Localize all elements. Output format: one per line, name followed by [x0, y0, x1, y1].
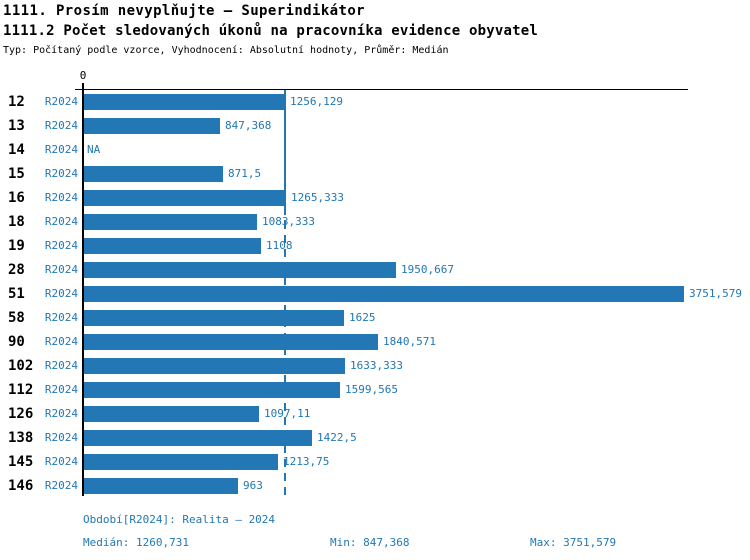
bar-value-label: 871,5	[228, 167, 262, 180]
chart-subtitle: 1111.2 Počet sledovaných úkonů na pracov…	[3, 23, 538, 39]
row-period-label: R2024	[44, 455, 78, 468]
row-category-label: 15	[8, 166, 25, 182]
bar	[84, 430, 312, 446]
bar-value-label: 1083,333	[262, 215, 315, 228]
row-category-label: 102	[8, 358, 34, 374]
median-line-dashed-segment	[284, 207, 286, 500]
bar-value-label: 1840,571	[383, 335, 436, 348]
row-category-label: 18	[8, 214, 25, 230]
bar	[84, 454, 278, 470]
bar	[84, 382, 340, 398]
bar-row: 51 R2024 3751,579	[0, 282, 750, 306]
bar-value-label: 963	[243, 479, 263, 492]
bar	[84, 310, 344, 326]
bar	[84, 118, 220, 134]
x-axis-line	[75, 89, 688, 90]
row-period-label: R2024	[44, 335, 78, 348]
x-axis-zero-tick	[82, 83, 84, 90]
bar	[84, 406, 259, 422]
row-period-label: R2024	[44, 95, 78, 108]
row-category-label: 14	[8, 142, 25, 158]
y-axis-zero-line	[82, 89, 84, 496]
bar-value-label: 1213,75	[283, 455, 330, 468]
bar-value-label: 847,368	[225, 119, 272, 132]
bar-value-label: NA	[87, 143, 101, 156]
row-period-label: R2024	[44, 359, 78, 372]
row-period-label: R2024	[44, 215, 78, 228]
bar-value-label: 1950,667	[401, 263, 454, 276]
chart-title: 1111. Prosím nevyplňujte – Superindikáto…	[3, 3, 365, 19]
bar-value-label: 1599,565	[345, 383, 398, 396]
bar-row: 138 R2024 1422,5	[0, 426, 750, 450]
row-period-label: R2024	[44, 287, 78, 300]
row-period-label: R2024	[44, 407, 78, 420]
row-category-label: 126	[8, 406, 34, 422]
bar-value-label: 1625	[349, 311, 376, 324]
bar-value-label: 1265,333	[291, 191, 344, 204]
row-period-label: R2024	[44, 479, 78, 492]
bar-value-label: 3751,579	[689, 287, 742, 300]
bar-value-label: 1097,11	[264, 407, 311, 420]
bar	[84, 286, 684, 302]
bar	[84, 166, 223, 182]
footer-median-value: Medián: 1260,731	[83, 536, 189, 549]
row-category-label: 90	[8, 334, 25, 350]
row-period-label: R2024	[44, 263, 78, 276]
row-period-label: R2024	[44, 239, 78, 252]
row-category-label: 138	[8, 430, 34, 446]
x-axis-zero-tick-label: 0	[79, 69, 87, 82]
bar	[84, 94, 285, 110]
footer-max-value: Max: 3751,579	[530, 536, 617, 549]
bar-row: 145 R2024 1213,75	[0, 450, 750, 474]
row-category-label: 112	[8, 382, 34, 398]
row-category-label: 51	[8, 286, 25, 302]
row-category-label: 12	[8, 94, 25, 110]
row-category-label: 16	[8, 190, 25, 206]
row-period-label: R2024	[44, 311, 78, 324]
bar	[84, 190, 286, 206]
bar-row: 146 R2024 963	[0, 474, 750, 498]
chart-meta-line: Typ: Počítaný podle vzorce, Vyhodnocení:…	[3, 45, 449, 56]
bar-row: 13 R2024 847,368	[0, 114, 750, 138]
row-category-label: 28	[8, 262, 25, 278]
bar-row: 16 R2024 1265,333	[0, 186, 750, 210]
bar	[84, 262, 396, 278]
row-period-label: R2024	[44, 143, 78, 156]
bar-row: 126 R2024 1097,11	[0, 402, 750, 426]
bar-row: 112 R2024 1599,565	[0, 378, 750, 402]
bar-row: 102 R2024 1633,333	[0, 354, 750, 378]
bar-value-label: 1422,5	[317, 431, 357, 444]
median-line-solid-segment	[284, 90, 286, 207]
row-period-label: R2024	[44, 119, 78, 132]
bar-value-label: 1256,129	[290, 95, 343, 108]
row-category-label: 145	[8, 454, 34, 470]
bar-row: 90 R2024 1840,571	[0, 330, 750, 354]
bar-row: 58 R2024 1625	[0, 306, 750, 330]
bar	[84, 334, 378, 350]
row-category-label: 13	[8, 118, 25, 134]
row-period-label: R2024	[44, 431, 78, 444]
footer-min-value: Min: 847,368	[330, 536, 410, 549]
bar-value-label: 1633,333	[350, 359, 403, 372]
bar	[84, 478, 238, 494]
row-period-label: R2024	[44, 191, 78, 204]
row-period-label: R2024	[44, 167, 78, 180]
bar-value-label: 1108	[266, 239, 293, 252]
row-period-label: R2024	[44, 383, 78, 396]
bar-row: 14 R2024 NA	[0, 138, 750, 162]
bar-row: 28 R2024 1950,667	[0, 258, 750, 282]
bar-rows-container: 12 R2024 1256,129 13 R2024 847,368 14 R2024 NA 15…	[0, 90, 750, 498]
row-category-label: 146	[8, 478, 34, 494]
bar-row: 18 R2024 1083,333	[0, 210, 750, 234]
bar-row: 19 R2024 1108	[0, 234, 750, 258]
row-category-label: 19	[8, 238, 25, 254]
bar	[84, 238, 261, 254]
bar-row: 15 R2024 871,5	[0, 162, 750, 186]
bar	[84, 358, 345, 374]
bar-row: 12 R2024 1256,129	[0, 90, 750, 114]
row-category-label: 58	[8, 310, 25, 326]
footer-period-label: Období[R2024]: Realita – 2024	[83, 513, 276, 526]
bar	[84, 214, 257, 230]
